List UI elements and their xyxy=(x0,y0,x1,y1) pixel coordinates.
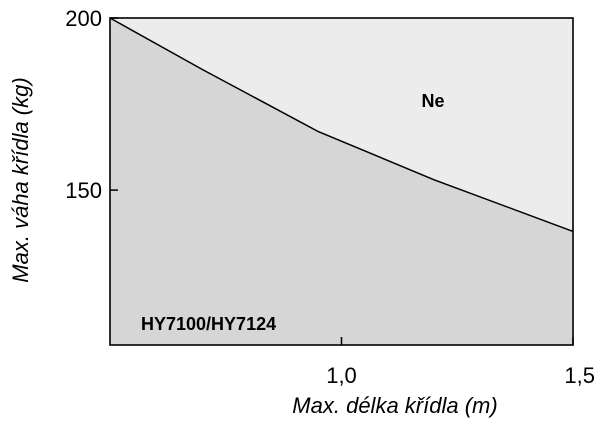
x-tick-label: 1,5 xyxy=(564,363,595,388)
y-axis-ticks: 200 150 xyxy=(65,6,118,203)
x-axis-ticks: 1,0 1,5 xyxy=(326,337,595,388)
region-label-ne: Ne xyxy=(421,91,444,111)
x-axis-label: Max. délka křídla (m) xyxy=(292,393,497,418)
y-tick-label: 150 xyxy=(65,178,102,203)
region-above-curve xyxy=(110,18,573,232)
x-tick-label: 1,0 xyxy=(326,363,357,388)
boundary-line xyxy=(109,17,574,233)
y-tick-label: 200 xyxy=(65,6,102,31)
region-below-curve xyxy=(110,18,573,345)
region-label-hy7100-hy7124: HY7100/HY7124 xyxy=(141,314,276,334)
y-axis-label: Max. váha křídla (kg) xyxy=(8,77,33,282)
